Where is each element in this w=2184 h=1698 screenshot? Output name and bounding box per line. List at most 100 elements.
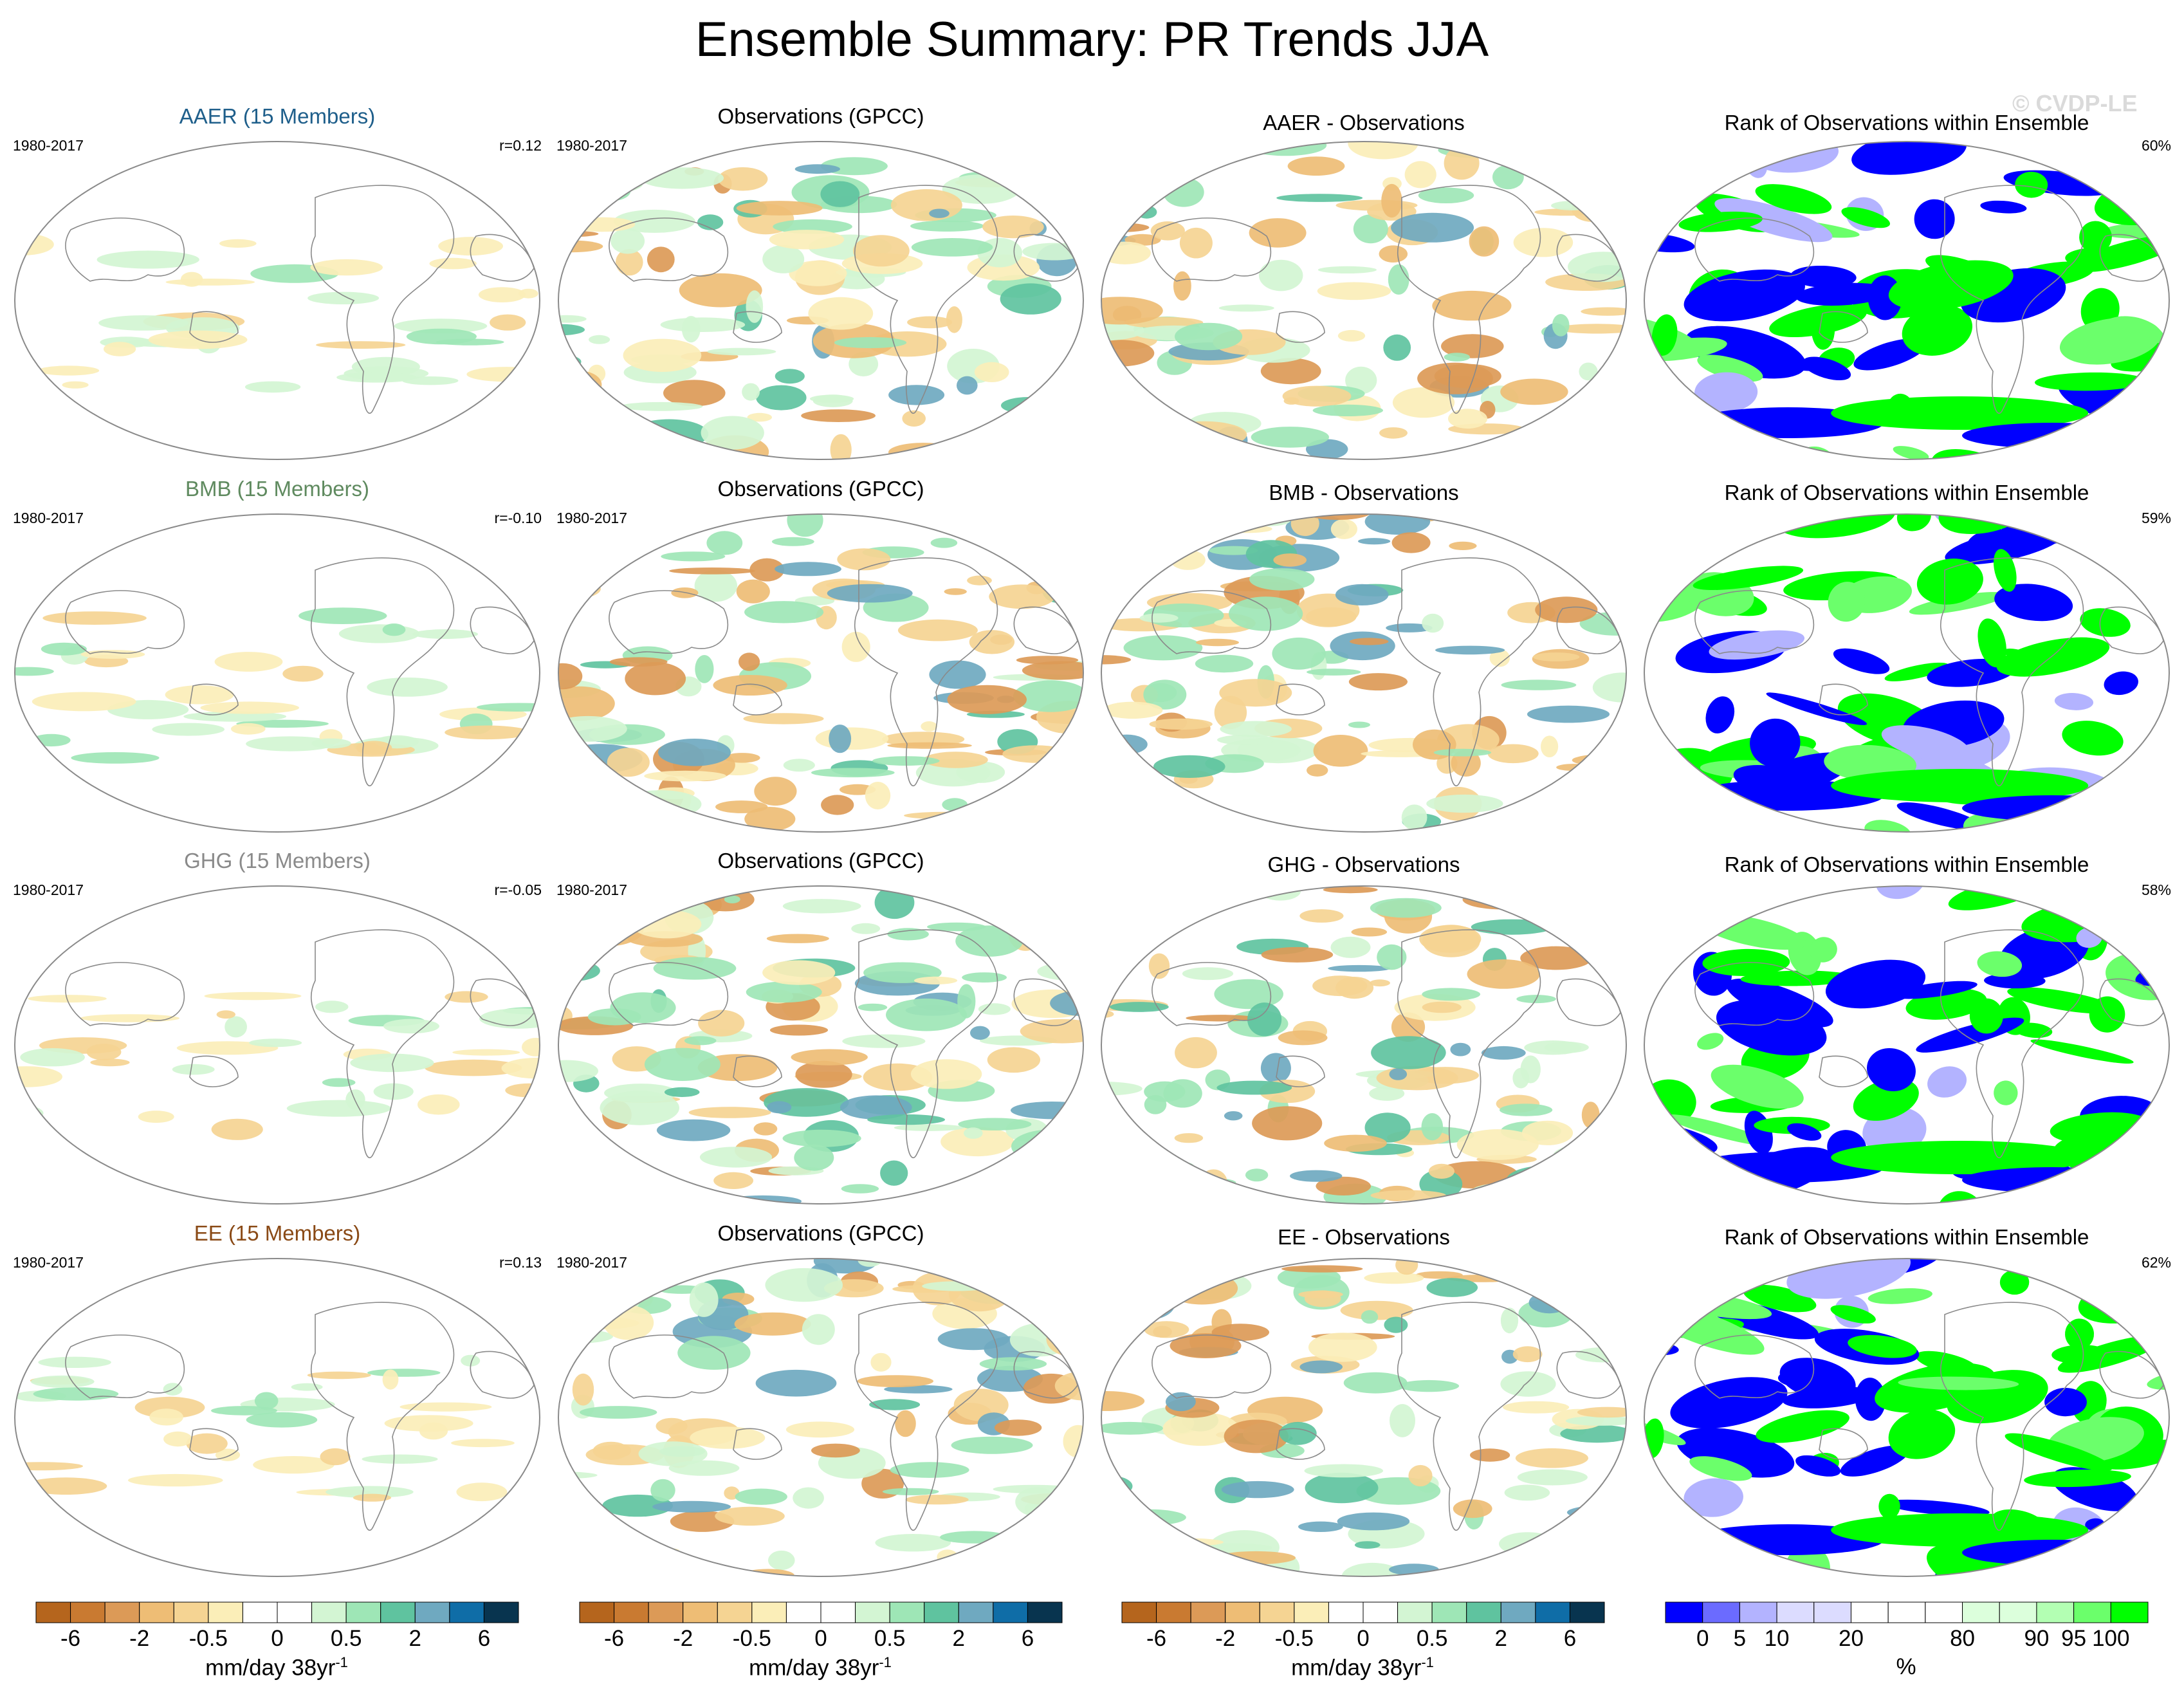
colorbar-swatch [1190, 1601, 1226, 1623]
obs-map [558, 141, 1084, 460]
diff-map [1101, 1258, 1627, 1577]
colorbar-swatch [1363, 1601, 1399, 1623]
colorbar-tick-label: 100 [2092, 1626, 2130, 1651]
pattern-correlation: r=-0.05 [494, 881, 542, 898]
colorbar-swatch [139, 1601, 174, 1623]
colorbar-tick-label: 90 [2024, 1626, 2050, 1651]
colorbar-swatch [2073, 1601, 2111, 1623]
obs-map [558, 1258, 1084, 1577]
pattern-correlation: r=0.13 [499, 1254, 542, 1271]
rank-map [1644, 885, 2170, 1204]
colorbar-swatch [1850, 1601, 1889, 1623]
colorbar-swatches [1665, 1601, 2149, 1623]
trend-colorbar-2: -6 -2 -0.5 0 0.5 2 6 mm/day 38yr-1 [579, 1601, 1063, 1681]
colorbar-tick-label: 6 [477, 1626, 491, 1651]
colorbar-swatch [1397, 1601, 1433, 1623]
unit-exponent: -1 [879, 1654, 892, 1670]
colorbar-swatch [1225, 1601, 1260, 1623]
colorbar-swatches [579, 1601, 1063, 1623]
diff-panel-title: AAER - Observations [1263, 111, 1465, 134]
page-title: Ensemble Summary: PR Trends JJA [695, 12, 1489, 67]
colorbar-tick-label: -6 [604, 1626, 625, 1651]
colorbar-swatch [449, 1601, 484, 1623]
colorbar-tick-label: -6 [60, 1626, 81, 1651]
colorbar-tick-label: -2 [1215, 1626, 1236, 1651]
colorbar-swatch [1776, 1601, 1815, 1623]
colorbar-unit-label: mm/day 38yr-1 [749, 1654, 892, 1681]
colorbar-tick-label: 0.5 [1416, 1626, 1448, 1651]
colorbar-swatch [579, 1601, 615, 1623]
rank-map [1644, 141, 2170, 460]
rank-panel-title: Rank of Observations within Ensemble [1724, 1225, 2089, 1249]
colorbar-swatch [1431, 1601, 1467, 1623]
colorbar-unit-label: mm/day 38yr-1 [1291, 1654, 1434, 1681]
rank-percentage: 58% [2141, 881, 2171, 898]
model-map [14, 141, 540, 460]
obs-map [558, 513, 1084, 833]
diff-map [1101, 513, 1627, 833]
colorbar-swatch [717, 1601, 753, 1623]
colorbar-tick-label: 95 [2061, 1626, 2087, 1651]
rank-panel-title: Rank of Observations within Ensemble [1724, 853, 2089, 876]
colorbar-swatch [242, 1601, 278, 1623]
colorbar-swatch [483, 1601, 519, 1623]
unit-exponent: -1 [1421, 1654, 1434, 1670]
trend-colorbar-1: -6 -2 -0.5 0 0.5 2 6 mm/day 38yr-1 [35, 1601, 519, 1681]
colorbar-swatch [1569, 1601, 1605, 1623]
diff-map [1101, 885, 1627, 1204]
period-label: 1980-2017 [13, 137, 84, 154]
diff-map [1101, 141, 1627, 460]
colorbar-swatch [1259, 1601, 1295, 1623]
colorbar-swatch [1887, 1601, 1926, 1623]
colorbar-swatch [2036, 1601, 2075, 1623]
obs-map [558, 885, 1084, 1204]
colorbar-tick-label: 6 [1021, 1626, 1034, 1651]
colorbar-tick-label: 0 [814, 1626, 827, 1651]
colorbar-swatch [1027, 1601, 1063, 1623]
rank-percentage: 62% [2141, 1254, 2171, 1271]
colorbar-tick-label: 10 [1764, 1626, 1790, 1651]
colorbar-tick-label: -0.5 [732, 1626, 771, 1651]
colorbar-swatch [311, 1601, 347, 1623]
colorbar-swatch [785, 1601, 821, 1623]
model-map [14, 885, 540, 1204]
rank-percentage: 59% [2141, 510, 2171, 526]
colorbar-tick-label: -6 [1146, 1626, 1167, 1651]
colorbar-swatch [855, 1601, 890, 1623]
colorbar-swatch [1156, 1601, 1191, 1623]
colorbar-unit-label: % [1896, 1654, 1916, 1679]
colorbar-swatch [173, 1601, 209, 1623]
colorbar-swatch [1739, 1601, 1777, 1623]
colorbar-swatch [993, 1601, 1028, 1623]
obs-panel-title: Observations (GPCC) [717, 849, 924, 872]
unit-exponent: -1 [335, 1654, 348, 1670]
rank-percentage: 60% [2141, 137, 2171, 154]
colorbar-tick-label: 0.5 [330, 1626, 362, 1651]
rank-panel-title: Rank of Observations within Ensemble [1724, 111, 2089, 134]
obs-panel-title: Observations (GPCC) [717, 477, 924, 501]
colorbar-tick-label: 0 [271, 1626, 284, 1651]
colorbar-swatch [1665, 1601, 1703, 1623]
period-label: 1980-2017 [13, 510, 84, 526]
period-label: 1980-2017 [13, 881, 84, 898]
colorbar-swatch [1813, 1601, 1851, 1623]
colorbar-swatch [1925, 1601, 1963, 1623]
colorbar-tick-label: 0 [1357, 1626, 1370, 1651]
colorbar-tick-label: 0.5 [874, 1626, 906, 1651]
colorbar-swatch [751, 1601, 787, 1623]
diff-panel-title: BMB - Observations [1269, 481, 1459, 504]
colorbar-tick-label: -2 [673, 1626, 693, 1651]
colorbar-tick-label: 80 [1950, 1626, 1975, 1651]
colorbar-swatch [924, 1601, 959, 1623]
colorbar-tick-label: -0.5 [188, 1626, 228, 1651]
period-label: 1980-2017 [556, 881, 627, 898]
colorbar-swatch [1466, 1601, 1501, 1623]
rank-map [1644, 1258, 2170, 1577]
colorbar-swatch [958, 1601, 994, 1623]
colorbar-tick-label: -2 [129, 1626, 150, 1651]
period-label: 1980-2017 [13, 1254, 84, 1271]
period-label: 1980-2017 [556, 1254, 627, 1271]
colorbar-swatch [277, 1601, 313, 1623]
colorbar-swatch [1328, 1601, 1364, 1623]
colorbar-swatch [104, 1601, 140, 1623]
